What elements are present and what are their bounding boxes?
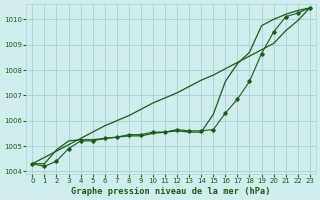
X-axis label: Graphe pression niveau de la mer (hPa): Graphe pression niveau de la mer (hPa) — [71, 187, 271, 196]
